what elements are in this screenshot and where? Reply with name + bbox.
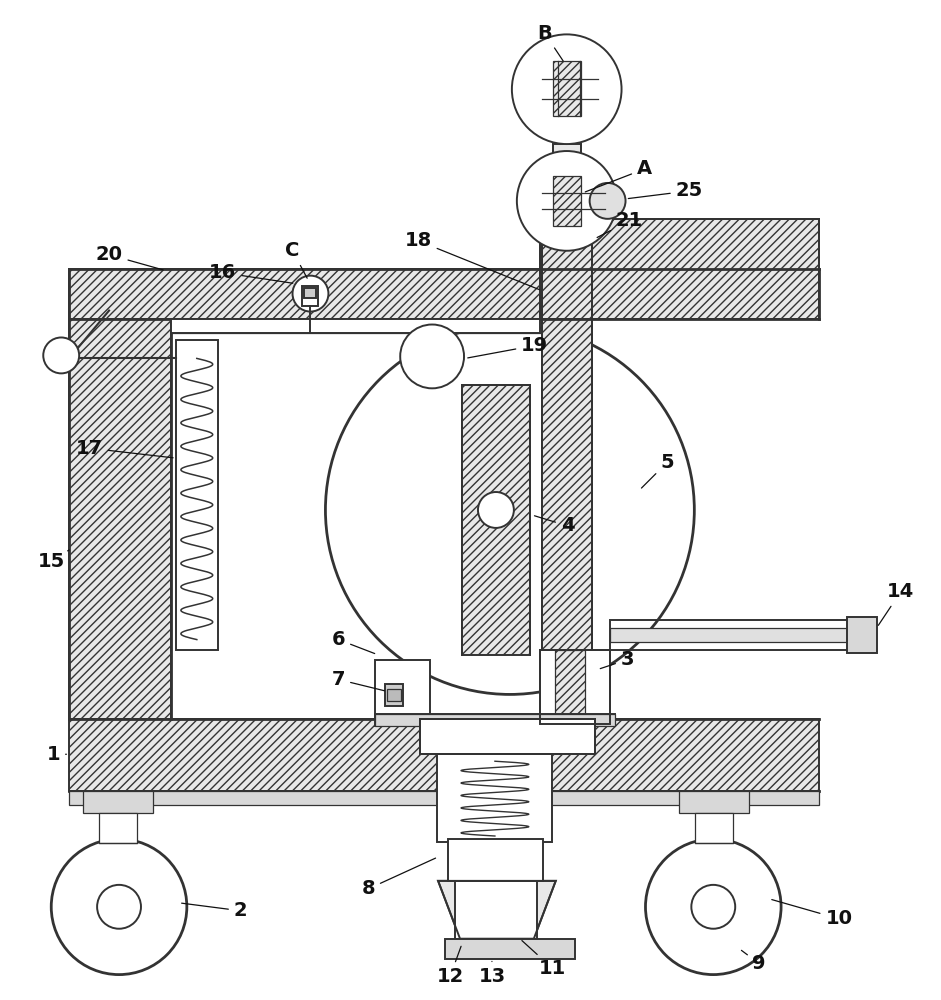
- Text: 25: 25: [629, 181, 703, 200]
- Bar: [552, 176, 581, 226]
- Bar: [540, 219, 819, 319]
- Text: 18: 18: [405, 231, 539, 290]
- Bar: [540, 650, 610, 724]
- Text: 2: 2: [182, 901, 247, 920]
- Bar: [438, 754, 551, 842]
- Text: 3: 3: [600, 650, 634, 669]
- Bar: [552, 144, 581, 216]
- Circle shape: [51, 839, 187, 975]
- Bar: [70, 791, 819, 805]
- Text: 12: 12: [437, 946, 464, 986]
- Bar: [542, 216, 592, 724]
- Bar: [176, 340, 217, 650]
- Bar: [445, 939, 575, 959]
- Bar: [385, 684, 403, 706]
- Bar: [552, 61, 581, 116]
- Bar: [540, 219, 819, 319]
- Circle shape: [43, 337, 79, 373]
- Bar: [83, 791, 153, 813]
- Text: 8: 8: [361, 858, 436, 898]
- Text: 17: 17: [75, 439, 173, 458]
- Bar: [375, 714, 614, 726]
- Text: 1: 1: [46, 745, 67, 764]
- Bar: [305, 288, 316, 298]
- Bar: [462, 385, 530, 655]
- Text: 9: 9: [742, 950, 766, 973]
- Bar: [610, 620, 857, 650]
- Text: 11: 11: [522, 941, 566, 978]
- Text: 20: 20: [96, 245, 163, 270]
- Bar: [420, 719, 595, 754]
- Text: 15: 15: [38, 550, 70, 571]
- Polygon shape: [439, 881, 556, 939]
- Text: 10: 10: [772, 900, 853, 928]
- Text: 4: 4: [534, 516, 575, 535]
- Text: 5: 5: [642, 453, 675, 488]
- Bar: [847, 617, 877, 653]
- Bar: [610, 628, 857, 642]
- Bar: [388, 689, 401, 701]
- Text: 13: 13: [478, 961, 505, 986]
- Text: 7: 7: [331, 670, 385, 691]
- Bar: [375, 660, 430, 719]
- Bar: [70, 719, 819, 791]
- Circle shape: [478, 492, 514, 528]
- Text: B: B: [537, 24, 563, 61]
- Bar: [420, 719, 595, 754]
- Circle shape: [646, 839, 781, 975]
- Bar: [695, 813, 733, 843]
- Circle shape: [293, 276, 328, 312]
- Circle shape: [400, 325, 464, 388]
- Text: 21: 21: [598, 211, 643, 238]
- Text: 16: 16: [209, 263, 293, 283]
- Bar: [540, 650, 610, 724]
- Circle shape: [692, 885, 735, 929]
- Text: 6: 6: [331, 630, 375, 654]
- Bar: [302, 286, 318, 306]
- Bar: [171, 319, 540, 333]
- Text: A: A: [585, 159, 652, 192]
- Circle shape: [326, 326, 694, 694]
- Circle shape: [512, 34, 622, 144]
- Circle shape: [97, 885, 141, 929]
- Bar: [375, 714, 614, 726]
- Bar: [448, 839, 543, 881]
- Text: 19: 19: [468, 336, 549, 358]
- Bar: [70, 319, 171, 719]
- Bar: [70, 269, 819, 319]
- Bar: [555, 650, 584, 724]
- Text: C: C: [285, 241, 307, 278]
- Circle shape: [590, 183, 626, 219]
- Circle shape: [517, 151, 616, 251]
- Bar: [455, 881, 536, 939]
- Bar: [99, 813, 137, 843]
- Text: 14: 14: [878, 582, 915, 625]
- Bar: [679, 791, 749, 813]
